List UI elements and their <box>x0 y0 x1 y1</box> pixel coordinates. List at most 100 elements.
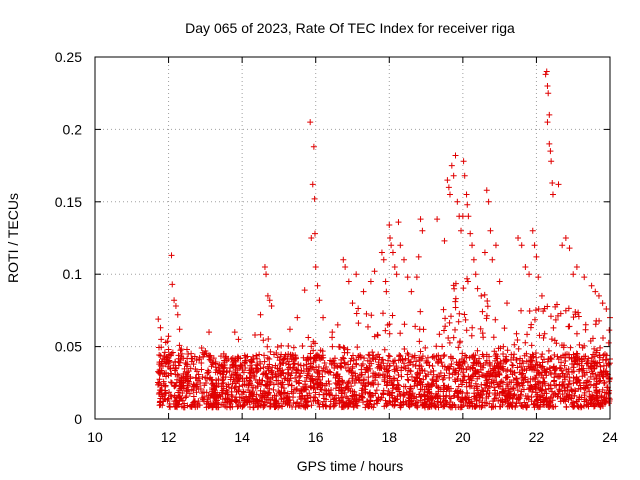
data-point <box>426 362 433 369</box>
data-point <box>446 370 453 377</box>
data-point <box>592 288 599 295</box>
data-point <box>349 352 356 359</box>
data-point <box>277 380 284 387</box>
data-point <box>602 395 609 402</box>
data-point <box>542 71 549 78</box>
data-point <box>525 396 532 403</box>
data-point <box>367 389 374 396</box>
data-point <box>377 362 384 369</box>
data-point <box>303 357 310 364</box>
data-point <box>464 201 471 208</box>
data-point <box>202 347 209 354</box>
data-point <box>513 330 520 337</box>
data-point <box>570 374 577 381</box>
data-point <box>457 388 464 395</box>
data-point <box>219 387 226 394</box>
data-point <box>468 382 475 389</box>
data-point <box>316 297 323 304</box>
data-point <box>576 341 583 348</box>
data-point <box>562 235 569 241</box>
data-point <box>486 353 493 360</box>
data-point <box>367 393 374 400</box>
data-point <box>212 359 219 366</box>
data-point <box>532 349 539 356</box>
data-point <box>405 362 412 369</box>
data-point <box>549 191 556 198</box>
data-point <box>519 357 526 364</box>
data-point <box>192 366 199 373</box>
data-point <box>193 357 200 364</box>
data-point <box>432 378 439 385</box>
data-point <box>391 402 398 409</box>
data-point <box>208 363 215 370</box>
data-point <box>210 355 217 362</box>
data-point <box>267 400 274 407</box>
data-point <box>459 213 466 220</box>
data-point <box>270 386 277 393</box>
data-point <box>577 382 584 389</box>
data-point <box>337 344 344 351</box>
data-point <box>358 379 365 386</box>
x-tick-label: 22 <box>529 429 545 445</box>
data-point <box>514 387 521 394</box>
data-point <box>552 366 559 373</box>
data-point <box>596 317 603 324</box>
data-point <box>437 398 444 405</box>
data-point <box>348 383 355 390</box>
data-point <box>440 353 447 360</box>
data-point <box>467 230 474 237</box>
data-point <box>424 388 431 395</box>
data-point <box>597 369 604 376</box>
data-point <box>309 181 316 188</box>
data-point <box>522 263 529 270</box>
data-point <box>259 377 266 384</box>
data-point <box>533 253 540 260</box>
data-point <box>257 387 264 394</box>
data-point <box>440 403 447 410</box>
data-point <box>355 397 362 404</box>
data-point <box>587 363 594 370</box>
data-point <box>419 227 426 234</box>
data-point <box>373 372 380 379</box>
data-point <box>476 398 483 405</box>
data-point <box>198 345 205 352</box>
data-point <box>188 358 195 365</box>
data-point <box>174 371 181 378</box>
data-point <box>546 398 553 405</box>
data-point <box>515 380 522 387</box>
data-point <box>544 119 551 126</box>
data-point <box>235 402 242 409</box>
data-point <box>534 402 541 409</box>
data-point <box>500 351 507 358</box>
data-point <box>452 295 459 302</box>
data-point <box>518 363 525 370</box>
data-point <box>154 379 161 386</box>
data-point <box>515 235 522 241</box>
data-point <box>381 403 388 410</box>
data-point <box>393 271 400 278</box>
data-point <box>380 387 387 394</box>
data-point <box>329 329 336 336</box>
data-point <box>491 377 498 384</box>
data-point <box>552 316 559 323</box>
data-point <box>323 363 330 370</box>
data-point <box>365 374 372 381</box>
data-point <box>198 366 205 373</box>
y-axis-label: ROTI / TECUs <box>5 193 21 283</box>
data-point <box>559 383 566 390</box>
data-point <box>338 397 345 404</box>
data-point <box>382 278 389 285</box>
data-point <box>178 346 185 353</box>
data-point <box>361 355 368 362</box>
data-point <box>308 235 315 241</box>
data-point <box>479 399 486 406</box>
data-point <box>212 383 219 390</box>
data-point <box>180 355 187 362</box>
data-point <box>310 347 317 354</box>
data-point <box>386 221 393 228</box>
data-point <box>312 263 319 270</box>
data-point <box>444 177 451 184</box>
data-point <box>593 381 600 388</box>
data-point <box>544 82 551 89</box>
data-point <box>407 385 414 392</box>
